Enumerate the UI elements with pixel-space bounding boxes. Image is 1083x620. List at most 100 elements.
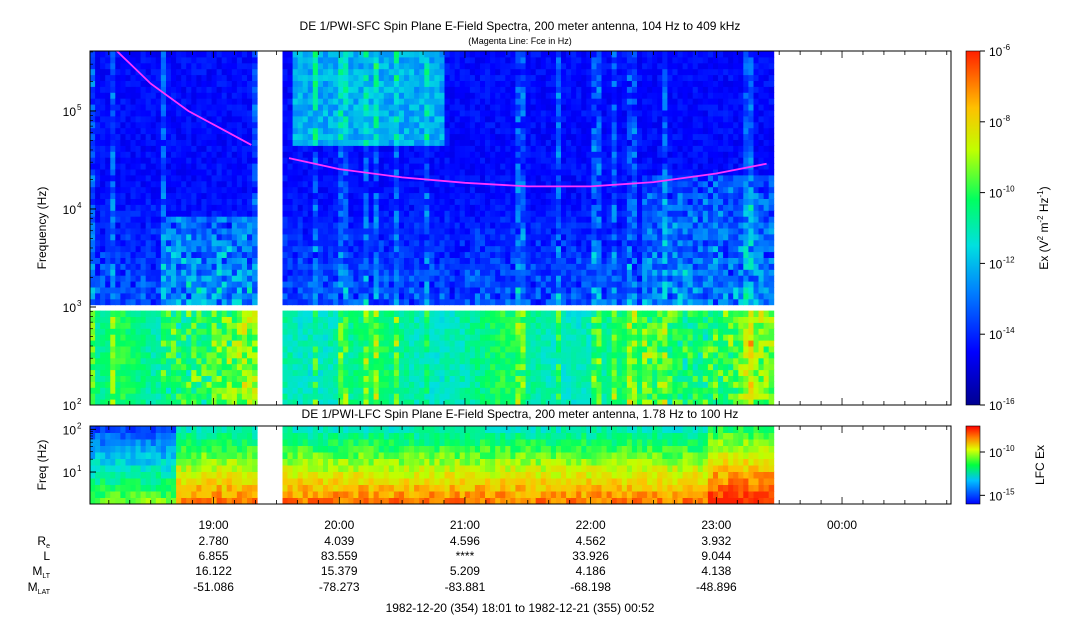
sfc-cell xyxy=(241,387,248,394)
sfc-cell xyxy=(120,375,126,382)
sfc-cell xyxy=(373,387,380,394)
sfc-cell xyxy=(181,298,187,306)
sfc-cell xyxy=(307,68,314,76)
sfc-cell xyxy=(287,204,293,211)
sfc-cell xyxy=(353,263,359,270)
sfc-cell xyxy=(166,363,172,371)
sfc-cell xyxy=(464,369,471,376)
sfc-cell xyxy=(419,322,425,329)
sfc-cell xyxy=(120,133,126,140)
sfc-cell xyxy=(236,257,243,264)
sfc-cell xyxy=(393,51,400,58)
sfc-cell xyxy=(160,180,167,188)
sfc-cell xyxy=(520,275,526,282)
sfc-cell xyxy=(398,263,405,270)
sfc-cell xyxy=(373,233,380,241)
sfc-cell xyxy=(297,86,304,93)
sfc-cell xyxy=(166,375,172,382)
sfc-cell xyxy=(196,316,202,323)
sfc-cell xyxy=(282,316,288,323)
sfc-cell xyxy=(454,275,461,282)
sfc-cell xyxy=(226,292,233,300)
sfc-cell xyxy=(474,298,481,306)
sfc-cell xyxy=(115,127,121,135)
sfc-cell xyxy=(464,316,471,323)
sfc-cell xyxy=(221,239,228,247)
sfc-cell xyxy=(120,151,126,158)
sfc-cell xyxy=(363,210,369,217)
sfc-cell xyxy=(439,375,445,382)
sfc-cell xyxy=(247,210,253,217)
sfc-cell xyxy=(145,381,152,388)
sfc-cell xyxy=(105,74,111,81)
sfc-cell xyxy=(333,174,339,182)
sfc-cell xyxy=(505,351,511,359)
sfc-cell xyxy=(505,357,511,365)
sfc-cell xyxy=(176,210,182,217)
sfc-cell xyxy=(373,257,380,264)
sfc-cell xyxy=(155,145,162,152)
sfc-cell xyxy=(459,233,466,241)
sfc-cell xyxy=(181,257,187,264)
sfc-cell xyxy=(495,281,501,288)
sfc-cell xyxy=(226,157,233,164)
sfc-cell xyxy=(480,80,486,87)
sfc-cell xyxy=(216,180,223,188)
sfc-cell xyxy=(287,381,293,388)
sfc-cell xyxy=(398,351,405,359)
sfc-cell xyxy=(226,151,233,158)
sfc-cell xyxy=(323,316,329,323)
sfc-cell xyxy=(241,310,248,317)
sfc-cell xyxy=(409,375,415,382)
sfc-cell xyxy=(307,204,314,211)
sfc-cell xyxy=(171,216,177,223)
sfc-cell xyxy=(231,174,238,182)
sfc-cell xyxy=(348,210,354,217)
sfc-cell xyxy=(373,228,380,235)
sfc-cell xyxy=(120,346,126,353)
sfc-cell xyxy=(125,228,131,235)
sfc-cell xyxy=(302,204,309,211)
sfc-cell xyxy=(540,222,547,229)
sfc-cell xyxy=(363,257,369,264)
sfc-cell xyxy=(282,292,288,300)
sfc-cell xyxy=(328,233,334,241)
sfc-cell xyxy=(540,369,547,376)
sfc-cell xyxy=(140,68,147,76)
sfc-cell xyxy=(439,80,445,87)
sfc-cell xyxy=(241,281,248,288)
sfc-cell xyxy=(515,92,521,99)
sfc-cell xyxy=(226,340,233,347)
sfc-cell xyxy=(328,340,334,347)
sfc-cell xyxy=(201,104,207,111)
sfc-cell xyxy=(454,92,461,99)
sfc-cell xyxy=(317,292,324,300)
sfc-cell xyxy=(186,287,192,294)
sfc-cell xyxy=(191,322,197,329)
sfc-cell xyxy=(221,98,228,105)
sfc-cell xyxy=(226,186,233,194)
sfc-cell xyxy=(409,363,415,371)
sfc-cell xyxy=(226,169,233,176)
sfc-cell xyxy=(282,139,288,146)
sfc-cell xyxy=(105,399,111,406)
sfc-cell xyxy=(439,174,445,182)
sfc-cell xyxy=(100,239,106,247)
sfc-cell xyxy=(307,145,314,152)
sfc-cell xyxy=(211,351,218,359)
sfc-cell xyxy=(317,74,324,81)
sfc-cell xyxy=(464,51,471,58)
sfc-cell xyxy=(140,298,147,306)
sfc-cell xyxy=(434,74,440,81)
sfc-cell xyxy=(236,216,243,223)
sfc-cell xyxy=(120,68,126,76)
sfc-cell xyxy=(510,86,516,93)
sfc-cell xyxy=(449,157,456,164)
sfc-cell xyxy=(434,86,440,93)
sfc-cell xyxy=(358,104,364,111)
sfc-cell xyxy=(490,363,496,371)
sfc-cell xyxy=(525,363,532,371)
sfc-cell xyxy=(221,145,228,152)
sfc-cell xyxy=(358,322,364,329)
sfc-cell xyxy=(368,322,375,329)
